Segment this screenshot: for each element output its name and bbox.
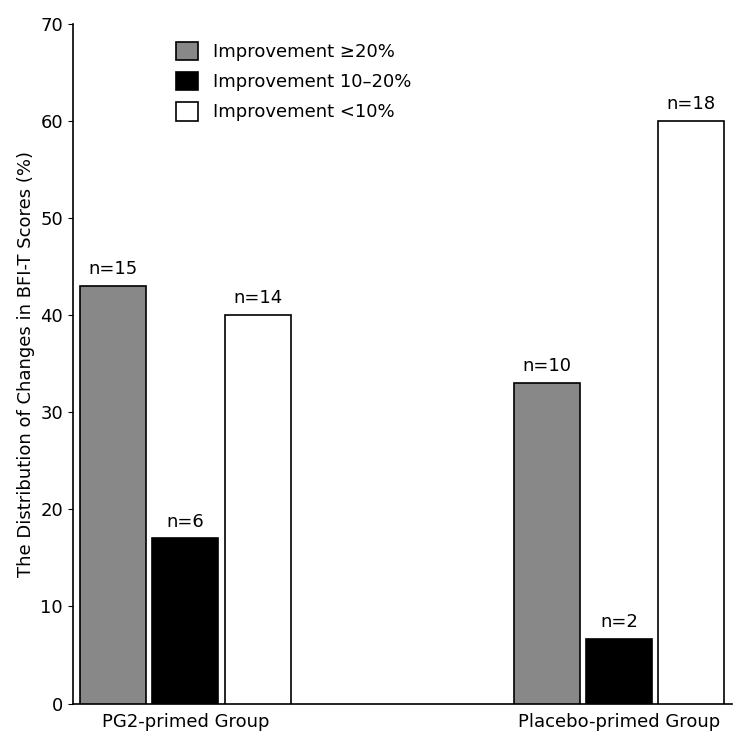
Bar [152, 539, 218, 704]
Legend: Improvement ≥20%, Improvement 10–20%, Improvement <10%: Improvement ≥20%, Improvement 10–20%, Im… [167, 33, 420, 130]
Y-axis label: The Distribution of Changes in BFI-T Scores (%): The Distribution of Changes in BFI-T Sco… [16, 150, 34, 577]
Text: n=6: n=6 [166, 512, 204, 531]
Bar [658, 120, 724, 704]
Bar [586, 639, 652, 704]
Text: n=10: n=10 [522, 358, 572, 375]
Bar [80, 286, 146, 704]
Text: n=2: n=2 [600, 613, 638, 631]
Text: n=14: n=14 [233, 289, 282, 307]
Bar [514, 383, 580, 704]
Bar [224, 315, 291, 704]
Text: n=15: n=15 [88, 260, 138, 278]
Text: n=18: n=18 [667, 95, 716, 113]
